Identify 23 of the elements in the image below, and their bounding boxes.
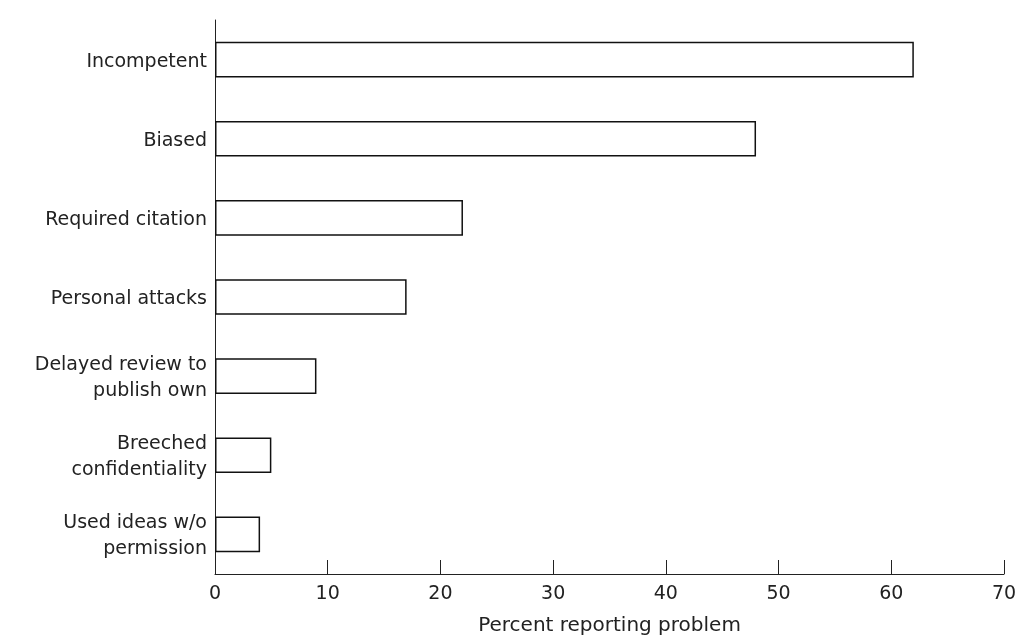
bar (215, 358, 317, 394)
bar (215, 120, 757, 157)
x-tick-label: 0 (208, 580, 222, 603)
x-tick-label: 30 (541, 580, 566, 603)
bar (215, 279, 407, 315)
x-tick-label: 20 (428, 580, 453, 603)
x-tick-label: 40 (653, 580, 678, 603)
x-tick-label: 50 (766, 580, 791, 603)
bar (215, 200, 463, 236)
y-tick-label: Delayed review to publish own (34, 352, 207, 401)
y-tick-label: Required citation (45, 206, 207, 229)
x-axis-title: Percent reporting problem (478, 612, 741, 636)
y-tick-label: Biased (143, 127, 207, 150)
y-tick-label: Used ideas w/o permission (63, 510, 207, 559)
bar (215, 516, 261, 553)
y-tick-label: Incompetent (86, 48, 207, 71)
bar (215, 41, 914, 78)
x-tick-label: 10 (315, 580, 340, 603)
x-tick-label: 60 (879, 580, 904, 603)
y-tick-label: Breeched confidentiality (71, 431, 207, 480)
y-tick-label: Personal attacks (50, 286, 207, 308)
bar (215, 437, 272, 474)
x-tick-label: 70 (991, 580, 1017, 603)
